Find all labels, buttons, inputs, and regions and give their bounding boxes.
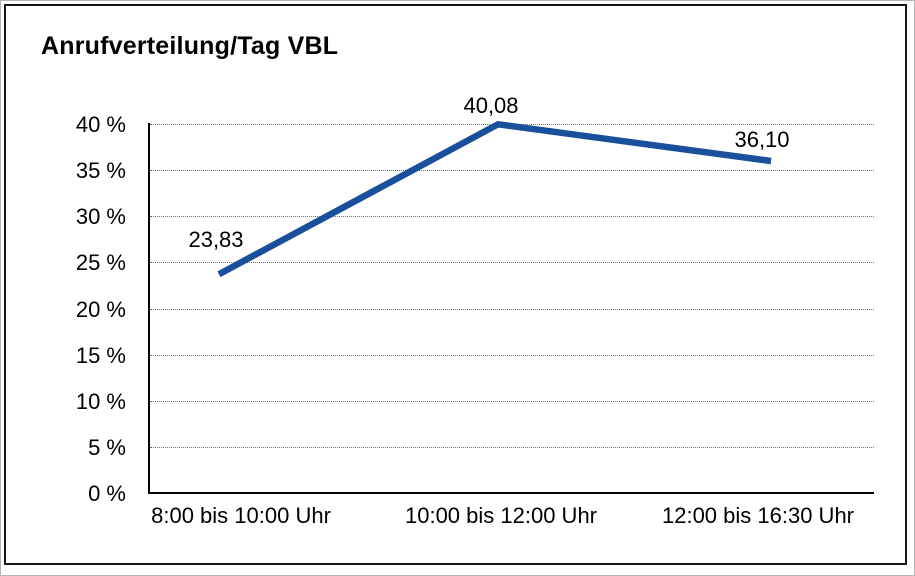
gridline <box>150 354 874 356</box>
gridline <box>150 308 874 310</box>
y-tick-label: 25 % <box>75 250 126 276</box>
y-tick-label: 5 % <box>88 434 126 460</box>
series-line <box>217 120 772 278</box>
chart-title: Anrufverteilung/Tag VBL <box>41 32 339 60</box>
y-tick-label: 30 % <box>75 204 126 230</box>
x-category-label: 12:00 bis 16:30 Uhr <box>661 503 855 528</box>
x-axis-line <box>148 492 874 494</box>
data-point-label: 23,83 <box>188 227 244 252</box>
y-tick-label: 20 % <box>75 296 126 322</box>
y-tick-label: 40 % <box>75 112 126 137</box>
figure-border <box>4 4 907 565</box>
y-axis-line <box>148 123 150 494</box>
x-category-label: 10:00 bis 12:00 Uhr <box>404 503 598 528</box>
data-point-label: 40,08 <box>463 93 519 118</box>
y-tick-label: 35 % <box>75 158 126 184</box>
y-tick-label: 15 % <box>75 342 126 368</box>
x-category-label: 8:00 bis 10:00 Uhr <box>151 503 331 528</box>
data-point-label: 36,10 <box>734 127 790 152</box>
gridline <box>150 124 874 125</box>
y-tick-label: 10 % <box>75 388 126 414</box>
gridline <box>150 446 874 448</box>
gridline <box>150 170 874 172</box>
gridline <box>150 262 874 264</box>
gridline <box>150 400 874 402</box>
gridline <box>150 216 874 218</box>
y-tick-label: 0 % <box>88 481 126 506</box>
